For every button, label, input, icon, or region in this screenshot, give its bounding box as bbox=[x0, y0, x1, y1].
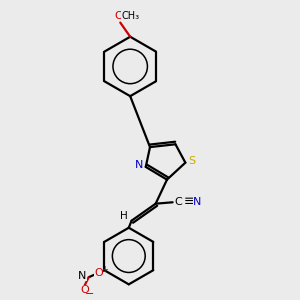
Text: +: + bbox=[101, 265, 108, 274]
Text: N: N bbox=[193, 197, 201, 207]
Text: N: N bbox=[78, 271, 87, 281]
Text: N: N bbox=[135, 160, 144, 170]
Text: C: C bbox=[174, 197, 182, 207]
Text: −: − bbox=[85, 289, 94, 299]
Text: CH₃: CH₃ bbox=[121, 11, 139, 20]
Text: ≡: ≡ bbox=[184, 195, 194, 208]
Text: O: O bbox=[94, 268, 103, 278]
Text: H: H bbox=[120, 211, 128, 220]
Text: O: O bbox=[114, 11, 123, 20]
Text: S: S bbox=[188, 156, 195, 166]
Text: O: O bbox=[80, 285, 89, 295]
